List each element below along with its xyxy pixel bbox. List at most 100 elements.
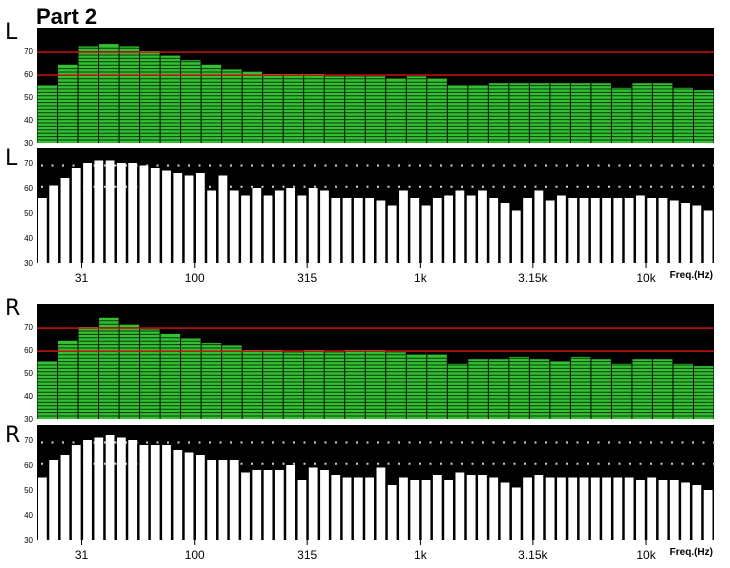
x-tick-label: 100 <box>185 548 205 562</box>
level-bar <box>647 477 657 541</box>
rta-bar-fill <box>447 363 468 419</box>
level-bar <box>207 190 217 264</box>
level-bar <box>331 198 341 264</box>
reference-dot <box>282 164 285 167</box>
level-bar <box>658 480 668 541</box>
level-bar <box>342 198 352 264</box>
reference-dot <box>125 462 127 465</box>
rta-bar <box>242 350 263 419</box>
y-tick-label: 70 <box>24 47 33 56</box>
reference-dot <box>650 164 652 167</box>
reference-dot <box>167 164 169 167</box>
rta-bar-fill <box>78 46 99 143</box>
level-bar <box>286 465 296 541</box>
level-bar <box>579 477 589 541</box>
reference-dot <box>293 441 295 444</box>
channel-label-r-level: R <box>5 423 21 448</box>
rta-bar-fill <box>468 85 488 143</box>
rta-bar-fill <box>570 356 591 419</box>
rta-bar-fill <box>304 74 324 143</box>
level-bar <box>105 160 115 264</box>
reference-dot <box>293 462 295 465</box>
y-tick-label: 40 <box>24 392 33 401</box>
level-bar <box>116 437 126 541</box>
y-tick-label: 30 <box>24 415 33 422</box>
level-bar <box>229 460 239 541</box>
reference-dot <box>240 462 243 465</box>
level-bar <box>150 445 160 541</box>
reference-dot <box>366 462 369 465</box>
level-bar <box>681 203 690 264</box>
rta-bar-fill <box>37 361 58 419</box>
level-bar <box>669 200 679 264</box>
reference-dot <box>555 185 558 188</box>
reference-dot <box>188 164 190 167</box>
reference-dot <box>387 185 390 188</box>
reference-dot <box>387 441 390 444</box>
reference-dot <box>324 185 327 188</box>
reference-dot <box>377 185 379 188</box>
x-tick-label: 10k <box>636 271 656 285</box>
rta-bar <box>58 340 78 419</box>
level-bar <box>376 200 386 264</box>
reference-dot <box>713 185 715 188</box>
level-bar <box>444 480 453 541</box>
reference-dot <box>324 441 327 444</box>
level-bar <box>195 173 205 264</box>
rta-bar <box>37 85 58 143</box>
reference-dot <box>555 462 558 465</box>
rta-bar-fill <box>345 350 365 419</box>
reference-dot <box>240 185 243 188</box>
level-bar <box>38 198 47 264</box>
level-bar <box>602 198 611 264</box>
level-bar <box>534 475 544 541</box>
level-bar <box>297 480 307 541</box>
rta-bar <box>222 69 242 143</box>
rta-bar <box>529 83 550 143</box>
y-tick-label: 60 <box>24 461 33 470</box>
rta-bar <box>427 78 447 143</box>
level-bar <box>489 198 499 264</box>
reference-dot <box>692 441 694 444</box>
reference-dot <box>713 441 715 444</box>
reference-dot <box>272 441 274 444</box>
level-bar <box>139 445 149 541</box>
rta-bar <box>611 363 632 419</box>
reference-dot <box>713 164 715 167</box>
level-bar <box>624 477 634 541</box>
level-bar <box>444 195 453 264</box>
y-tick-label: 70 <box>24 159 33 168</box>
rta-bar <box>488 83 509 143</box>
reference-dot <box>692 462 694 465</box>
rta-bar <box>119 46 140 143</box>
reference-dot <box>125 164 127 167</box>
reference-dot <box>650 185 652 188</box>
level-bar <box>207 460 217 541</box>
level-bar <box>455 190 465 264</box>
level-bar <box>568 477 578 541</box>
reference-dot <box>356 462 358 465</box>
reference-dot <box>324 462 327 465</box>
reference-dot <box>62 441 64 444</box>
rta-bar-fill <box>181 60 201 144</box>
x-tick-label: 10k <box>636 548 656 562</box>
y-tick-label: 30 <box>24 139 33 146</box>
reference-dot <box>534 441 537 444</box>
level-bar <box>218 460 228 541</box>
rta-bar <box>37 361 58 419</box>
reference-dot <box>513 164 516 167</box>
reference-dot <box>608 441 610 444</box>
rta-bar-fill <box>447 85 468 143</box>
y-tick-label: 70 <box>24 436 33 445</box>
level-bar <box>297 195 307 264</box>
y-tick-label: 30 <box>24 536 33 545</box>
rta-bar <box>427 354 447 419</box>
reference-dot <box>482 441 484 444</box>
reference-dot <box>398 462 400 465</box>
reference-dot <box>356 185 358 188</box>
reference-dot <box>692 164 694 167</box>
reference-dot <box>261 164 264 167</box>
reference-dot <box>639 164 642 167</box>
reference-dot <box>482 462 484 465</box>
reference-dot <box>576 462 579 465</box>
